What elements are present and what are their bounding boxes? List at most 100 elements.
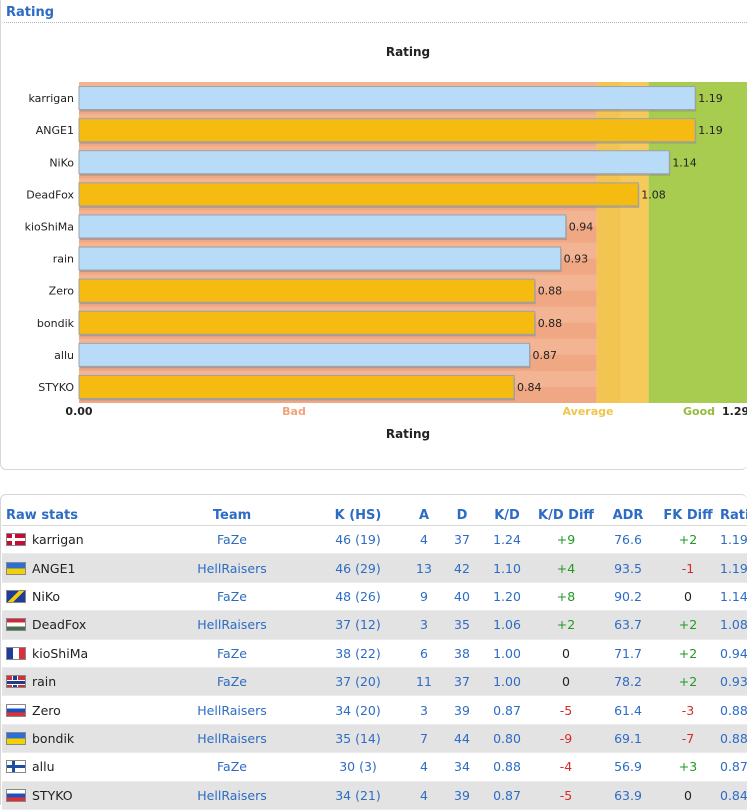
assists-cell: 11 <box>406 667 442 697</box>
flag-icon <box>6 760 26 774</box>
team-cell[interactable]: FaZe <box>154 639 310 668</box>
zone-labels: Bad Average Good <box>282 405 715 418</box>
kd-cell: 1.10 <box>482 553 532 583</box>
bar[interactable] <box>78 214 567 239</box>
player-name[interactable]: bondik <box>32 730 75 746</box>
player-name[interactable]: STYKO <box>32 787 73 803</box>
player-cell[interactable]: rain <box>2 667 154 697</box>
rating-cell: 1.14 <box>720 582 747 612</box>
kills-hs-cell: 30 (3) <box>310 752 406 782</box>
chart-title: Rating <box>386 45 430 59</box>
table-row: bondik HellRaisers 35 (14) 7 44 0.80 -9 69.1 -7 0… <box>2 724 747 754</box>
assists-cell: 7 <box>406 724 442 754</box>
bar[interactable] <box>78 342 531 367</box>
player-cell[interactable]: ANGE1 <box>2 553 154 583</box>
header-adr[interactable]: ADR <box>600 505 656 526</box>
team-cell[interactable]: FaZe <box>154 667 310 697</box>
rating-cell: 0.94 <box>720 639 747 668</box>
header-deaths[interactable]: D <box>442 505 482 526</box>
player-cell[interactable]: Zero <box>2 695 154 725</box>
flag-icon <box>6 646 26 660</box>
player-name[interactable]: Zero <box>32 702 61 718</box>
player-name[interactable]: rain <box>32 674 57 690</box>
team-cell[interactable]: HellRaisers <box>154 781 310 810</box>
rating-cell: 0.93 <box>720 667 747 697</box>
bar[interactable] <box>78 246 562 271</box>
player-name[interactable]: DeadFox <box>32 617 87 633</box>
chart-bars: karrigan 1.19 ANGE1 1.19 NiKo 1.14 DeadFox 1.08… <box>25 86 723 401</box>
bar[interactable] <box>78 86 696 111</box>
bar[interactable] <box>78 118 696 143</box>
player-cell[interactable]: kioShiMa <box>2 639 154 668</box>
bar-value-label: 0.88 <box>538 285 563 298</box>
kd-cell: 0.88 <box>482 752 532 782</box>
table-row: DeadFox HellRaisers 37 (12) 3 35 1.06 +2 63.7 +2… <box>2 610 747 640</box>
team-cell[interactable]: HellRaisers <box>154 724 310 754</box>
fk-diff-cell: -7 <box>656 724 720 754</box>
header-fk-diff[interactable]: FK Diff <box>656 505 720 526</box>
kd-diff-cell: -5 <box>532 695 600 725</box>
kd-cell: 0.80 <box>482 724 532 754</box>
header-raw-stats[interactable]: Raw stats <box>2 505 154 526</box>
team-cell[interactable]: HellRaisers <box>154 695 310 725</box>
bar[interactable] <box>78 278 536 303</box>
kd-diff-cell: +4 <box>532 553 600 583</box>
table-row: STYKO HellRaisers 34 (21) 4 39 0.87 -5 63.9 0 0.8… <box>2 781 747 810</box>
team-cell[interactable]: FaZe <box>154 752 310 782</box>
bar-value-label: 0.84 <box>517 381 542 394</box>
assists-cell: 9 <box>406 582 442 612</box>
bar-value-label: 0.93 <box>564 253 589 266</box>
adr-cell: 63.9 <box>600 781 656 810</box>
deaths-cell: 40 <box>442 582 482 612</box>
header-assists[interactable]: A <box>406 505 442 526</box>
bar[interactable] <box>78 374 515 399</box>
header-k-hs[interactable]: K (HS) <box>310 505 406 526</box>
kd-cell: 1.24 <box>482 525 532 555</box>
kills-hs-cell: 48 (26) <box>310 582 406 612</box>
bar-value-label: 1.19 <box>698 124 723 137</box>
player-cell[interactable]: bondik <box>2 724 154 754</box>
header-kd-diff[interactable]: K/D Diff <box>532 505 600 526</box>
team-cell[interactable]: FaZe <box>154 582 310 612</box>
player-name[interactable]: karrigan <box>32 532 84 548</box>
rating-chart: Rating karrigan 1.19 ANGE1 1.19 NiKo 1.14 Dead… <box>25 45 747 441</box>
player-name[interactable]: ANGE1 <box>32 560 76 576</box>
header-rating[interactable]: Rating <box>720 505 747 526</box>
bar[interactable] <box>78 150 670 175</box>
player-cell[interactable]: STYKO <box>2 781 154 810</box>
player-cell[interactable]: allu <box>2 752 154 782</box>
header-kd[interactable]: K/D <box>482 505 532 526</box>
kd-cell: 1.20 <box>482 582 532 612</box>
kd-diff-cell: -4 <box>532 752 600 782</box>
player-cell[interactable]: DeadFox <box>2 610 154 640</box>
bar[interactable] <box>78 310 536 335</box>
kd-diff-cell: -5 <box>532 781 600 810</box>
kills-hs-cell: 38 (22) <box>310 639 406 668</box>
zone-label-bad: Bad <box>282 405 306 418</box>
fk-diff-cell: +2 <box>656 667 720 697</box>
header-team[interactable]: Team <box>154 505 310 526</box>
flag-icon <box>6 618 26 632</box>
kd-diff-cell: 0 <box>532 639 600 668</box>
team-cell[interactable]: HellRaisers <box>154 610 310 640</box>
assists-cell: 13 <box>406 553 442 583</box>
deaths-cell: 38 <box>442 639 482 668</box>
player-name[interactable]: NiKo <box>32 588 61 604</box>
rating-cell: 1.19 <box>720 525 747 555</box>
table-row: karrigan FaZe 46 (19) 4 37 1.24 +9 76.6 +2 1.19 <box>2 525 747 555</box>
stats-body: karrigan FaZe 46 (19) 4 37 1.24 +9 76.6 +2 1.19 AN… <box>2 525 747 810</box>
bar[interactable] <box>78 182 639 207</box>
team-cell[interactable]: HellRaisers <box>154 553 310 583</box>
kd-cell: 1.00 <box>482 639 532 668</box>
assists-cell: 4 <box>406 525 442 555</box>
player-name[interactable]: allu <box>32 759 55 775</box>
team-cell[interactable]: FaZe <box>154 525 310 555</box>
rating-cell: 0.84 <box>720 781 747 810</box>
assists-cell: 6 <box>406 639 442 668</box>
player-name[interactable]: kioShiMa <box>32 645 89 661</box>
table-row: NiKo FaZe 48 (26) 9 40 1.20 +8 90.2 0 1.14 <box>2 582 747 612</box>
adr-cell: 69.1 <box>600 724 656 754</box>
player-cell[interactable]: karrigan <box>2 525 154 555</box>
deaths-cell: 37 <box>442 667 482 697</box>
player-cell[interactable]: NiKo <box>2 582 154 612</box>
